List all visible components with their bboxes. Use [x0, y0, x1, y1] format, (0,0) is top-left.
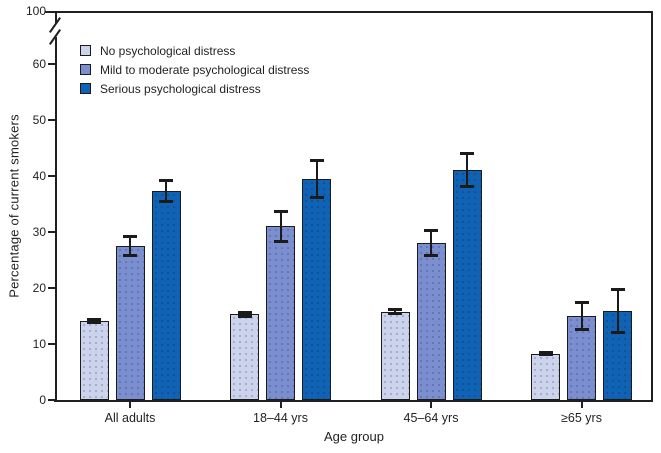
- error-bar-line: [430, 229, 432, 256]
- legend-item: Mild to moderate psychological distress: [80, 60, 309, 79]
- y-tick-label: 50: [32, 113, 46, 127]
- error-bar-cap-top: [610, 288, 625, 292]
- x-tick-label: 45–64 yrs: [403, 411, 459, 425]
- error-bar-cap-top: [309, 159, 324, 163]
- legend-label: No psychological distress: [100, 43, 236, 58]
- x-tick: [279, 402, 282, 408]
- legend-swatch-serious-distress: [80, 83, 91, 94]
- y-tick-label: 10: [32, 337, 46, 351]
- plot-frame-right: [651, 11, 653, 402]
- legend-item: Serious psychological distress: [80, 79, 309, 98]
- error-bar-line: [93, 318, 95, 324]
- y-tick-label: 30: [32, 225, 46, 239]
- error-bar-line: [394, 309, 396, 314]
- y-tick: [48, 287, 55, 289]
- y-tick-label: 0: [39, 393, 46, 407]
- error-bar-cap-bottom: [610, 330, 625, 334]
- x-tick: [580, 402, 583, 408]
- error-bar-cap-top: [460, 152, 474, 156]
- bar-no-distress: [380, 311, 410, 400]
- y-tick-label: 40: [32, 169, 46, 183]
- bar-mild-moderate-distress: [266, 226, 295, 400]
- y-tick: [48, 119, 55, 121]
- error-bar-cap-bottom: [87, 321, 101, 325]
- error-bar-cap-top: [237, 310, 252, 314]
- error-bar-cap-top: [87, 317, 101, 321]
- x-tick: [430, 402, 432, 408]
- x-tick-label: ≥65 yrs: [561, 411, 602, 425]
- y-axis-break-gap: [52, 24, 60, 37]
- plot-frame-top: [55, 11, 653, 13]
- bar-serious-distress: [151, 191, 181, 400]
- y-axis-line: [55, 11, 57, 402]
- y-tick-label: 100: [25, 4, 46, 18]
- bar-mild-moderate-distress: [416, 242, 446, 400]
- bar-no-distress: [230, 314, 259, 400]
- x-tick: [129, 402, 131, 408]
- x-axis-title: Age group: [324, 429, 384, 444]
- error-bar-line: [243, 311, 246, 318]
- error-bar-cap-bottom: [460, 184, 474, 188]
- legend-swatch-no-distress: [80, 45, 91, 56]
- error-bar-cap-top: [123, 235, 137, 239]
- error-bar-line: [580, 302, 583, 330]
- legend-label: Serious psychological distress: [100, 81, 261, 96]
- error-bar-cap-bottom: [574, 328, 589, 331]
- bar-mild-moderate-distress: [115, 246, 145, 400]
- bar-no-distress: [79, 321, 109, 400]
- y-tick-label: 60: [32, 57, 46, 71]
- x-tick-label: All adults: [104, 411, 156, 425]
- legend-label: Mild to moderate psychological distress: [100, 62, 310, 77]
- error-bar-cap-top: [538, 350, 553, 354]
- error-bar-cap-bottom: [237, 315, 252, 319]
- x-axis-line: [54, 400, 653, 402]
- error-bar-cap-top: [574, 301, 589, 304]
- error-bar-cap-top: [388, 308, 402, 312]
- error-bar-line: [129, 236, 131, 256]
- error-bar-cap-bottom: [309, 196, 324, 200]
- legend-item: No psychological distress: [80, 41, 309, 60]
- legend-swatch-mild-moderate-distress: [80, 64, 91, 75]
- error-bar-cap-top: [424, 228, 438, 232]
- y-tick: [48, 231, 55, 233]
- error-bar-cap-top: [273, 210, 288, 214]
- error-bar-cap-top: [159, 178, 173, 182]
- error-bar-line: [165, 179, 167, 203]
- bar-serious-distress: [452, 169, 482, 400]
- y-tick-label: 20: [32, 281, 46, 295]
- error-bar-line: [616, 289, 619, 333]
- y-tick: [48, 63, 55, 65]
- error-bar-line: [466, 153, 468, 187]
- error-bar-line: [315, 160, 318, 199]
- bar-serious-distress: [302, 179, 331, 400]
- error-bar-cap-bottom: [538, 353, 553, 357]
- y-tick: [48, 399, 55, 401]
- y-tick: [48, 343, 55, 345]
- legend: No psychological distress Mild to modera…: [80, 41, 309, 98]
- error-bar-cap-bottom: [424, 253, 438, 257]
- error-bar-cap-bottom: [123, 253, 137, 257]
- y-axis-title: Percentage of current smokers: [6, 114, 22, 298]
- error-bar-cap-bottom: [388, 311, 402, 315]
- y-tick: [45, 11, 55, 13]
- error-bar-line: [279, 211, 282, 242]
- error-bar-cap-bottom: [273, 239, 288, 243]
- error-bar-cap-bottom: [159, 200, 173, 204]
- bar-no-distress: [531, 353, 560, 400]
- x-tick-label: 18–44 yrs: [253, 411, 308, 425]
- y-tick: [48, 175, 55, 177]
